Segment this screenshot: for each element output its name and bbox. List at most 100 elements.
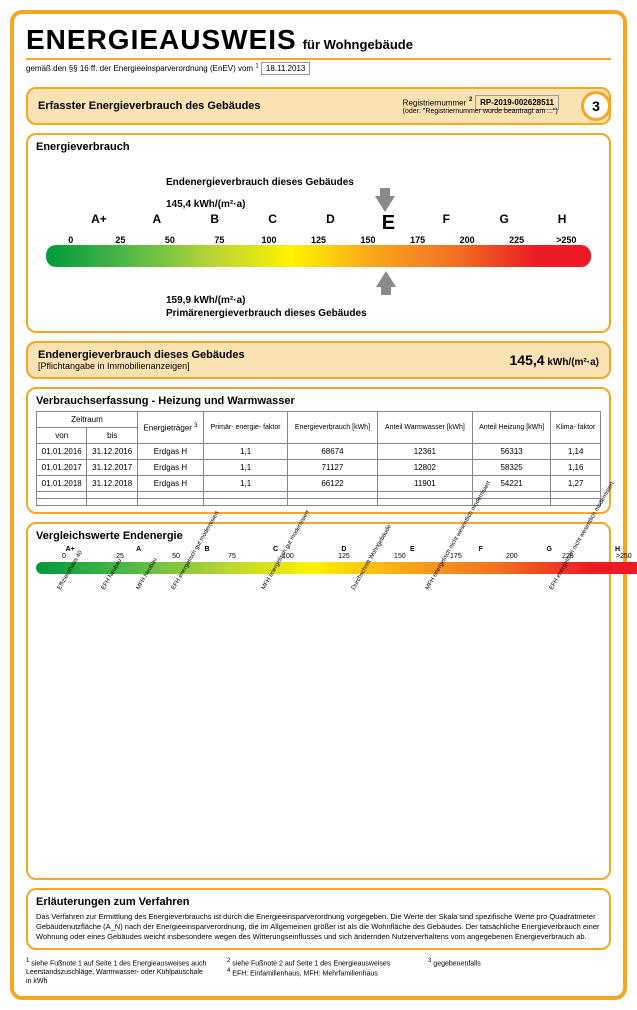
col-heiz: Anteil Heizung [kWh] [472, 412, 550, 444]
cell-pf: 1,1 [204, 444, 288, 460]
header-label: Erfasster Energieverbrauch des Gebäudes [38, 100, 261, 112]
energy-title: Energieverbrauch [36, 141, 601, 153]
cell-hz: 58325 [472, 460, 550, 476]
letter-B: B [186, 212, 244, 235]
letter-A: A [128, 212, 186, 235]
col-traeger: Energieträger 3 [137, 412, 203, 444]
table-row [37, 492, 601, 499]
cell-bis: 31.12.2018 [87, 476, 137, 492]
cell-ww: 12802 [377, 460, 472, 476]
col-zeitraum: Zeitraum [37, 412, 138, 428]
letter-E: E [359, 212, 417, 235]
cell-ev [288, 499, 378, 506]
reg-note: (oder: "Registriernummer wurde beantragt… [403, 108, 559, 115]
cell-bis: 31.12.2016 [87, 444, 137, 460]
cell-ev: 71127 [288, 460, 378, 476]
mini-tick: 200 [484, 553, 540, 560]
col-von: von [37, 428, 87, 444]
compare-section: Vergleichswerte Endenergie A+ABCDEFGH 02… [26, 522, 611, 880]
col-ww: Anteil Warmwasser [kWh] [377, 412, 472, 444]
top-value: 145,4 kWh/(m²·a) [166, 199, 245, 210]
table-row: 01.01.201731.12.2017Erdgas H1,1711271280… [37, 460, 601, 476]
result-value: 145,4 [510, 352, 545, 368]
explain-text: Das Verfahren zur Ermittlung des Energie… [36, 912, 601, 941]
cell-tr: Erdgas H [137, 476, 203, 492]
cell-tr: Erdgas H [137, 444, 203, 460]
cell-von [37, 492, 87, 499]
cell-pf [204, 499, 288, 506]
letter-D: D [302, 212, 360, 235]
cell-von: 01.01.2017 [37, 460, 87, 476]
cell-kf: 1,14 [551, 444, 601, 460]
tick->250: >250 [541, 235, 591, 245]
tick-0: 0 [46, 235, 96, 245]
letter-F: F [417, 212, 475, 235]
page-badge: 3 [581, 91, 611, 121]
tick-75: 75 [195, 235, 245, 245]
col-bis: bis [87, 428, 137, 444]
col-klima: Klima- faktor [551, 412, 601, 444]
letter-A+: A+ [70, 212, 128, 235]
col-primfak: Primär- energie- faktor [204, 412, 288, 444]
letter-C: C [244, 212, 302, 235]
table-row [37, 499, 601, 506]
cell-bis [87, 499, 137, 506]
diag-label: Durchschnitt Wohngebäude [330, 512, 410, 601]
footnote-1: siehe Fußnote 1 auf Seite 1 des Energiea… [26, 960, 206, 985]
cell-ev [288, 492, 378, 499]
subtitle: gemäß den §§ 16 ff. der Energieeinsparve… [26, 62, 611, 75]
top-label: Endenergieverbrauch dieses Gebäudes [166, 177, 591, 188]
tick-125: 125 [294, 235, 344, 245]
title-row: ENERGIEAUSWEIS für Wohngebäude [26, 24, 611, 60]
cell-ww: 12361 [377, 444, 472, 460]
letter-H: H [533, 212, 591, 235]
reg-sup: 2 [469, 97, 472, 103]
letter-G: G [475, 212, 533, 235]
result-unit: kWh/(m²·a) [547, 357, 599, 368]
cell-ev: 66122 [288, 476, 378, 492]
tick-150: 150 [343, 235, 393, 245]
tick-175: 175 [393, 235, 443, 245]
cell-bis: 31.12.2017 [87, 460, 137, 476]
energy-bar [46, 245, 591, 267]
compare-footsup: 4 [36, 626, 637, 632]
result-title: Endenergieverbrauch dieses Gebäudes [38, 349, 245, 361]
result-bar: Endenergieverbrauch dieses Gebäudes [Pfl… [26, 341, 611, 379]
date-box: 18.11.2013 [261, 62, 310, 75]
tick-100: 100 [244, 235, 294, 245]
explain-title: Erläuterungen zum Verfahren [36, 896, 601, 908]
cell-pf: 1,1 [204, 476, 288, 492]
bot-value: 159,9 kWh/(m²·a) [166, 295, 591, 306]
footnote-2b: EFH: Einfamilienhaus, MFH: Mehrfamilienh… [232, 970, 378, 977]
cell-tr: Erdgas H [137, 460, 203, 476]
consumption-tbody: 01.01.201631.12.2016Erdgas H1,1686741236… [37, 444, 601, 506]
subtitle-sup: 1 [255, 63, 258, 69]
consumption-title: Verbrauchserfassung - Heizung und Warmwa… [36, 395, 601, 407]
mini-tick: >250 [596, 553, 637, 560]
title-main: ENERGIEAUSWEIS [26, 24, 297, 56]
explain-section: Erläuterungen zum Verfahren Das Verfahre… [26, 888, 611, 949]
certificate-frame: ENERGIEAUSWEIS für Wohngebäude gemäß den… [10, 10, 627, 1000]
cell-pf [204, 492, 288, 499]
arrow-bot [376, 271, 396, 295]
col-verbrauch: Energieverbrauch [kWh] [288, 412, 378, 444]
reg-label: Registriernummer [403, 98, 467, 107]
cell-hz: 56313 [472, 444, 550, 460]
cell-von: 01.01.2016 [37, 444, 87, 460]
consumption-section: Verbrauchserfassung - Heizung und Warmwa… [26, 387, 611, 514]
bot-label: Primärenergieverbrauch dieses Gebäudes [166, 308, 591, 319]
cell-von: 01.01.2018 [37, 476, 87, 492]
arrow-top [375, 188, 395, 212]
subtitle-prefix: gemäß den §§ 16 ff. der Energieeinsparve… [26, 64, 253, 73]
cell-pf: 1,1 [204, 460, 288, 476]
tick-200: 200 [442, 235, 492, 245]
consumption-table: Zeitraum Energieträger 3 Primär- energie… [36, 411, 601, 506]
energy-bar-wrap: Endenergieverbrauch dieses Gebäudes 145,… [36, 157, 601, 325]
footnote-2: siehe Fußnote 2 auf Seite 1 des Energiea… [232, 960, 390, 967]
cell-bis [87, 492, 137, 499]
tick-row: 0255075100125150175200225>250 [46, 235, 591, 245]
result-subtitle: [Pflichtangabe in Immobilienanzeigen] [38, 361, 245, 371]
footnotes: 1 siehe Fußnote 1 auf Seite 1 des Energi… [26, 958, 611, 987]
footnote-3: gegebenenfalls [433, 960, 481, 967]
tick-50: 50 [145, 235, 195, 245]
